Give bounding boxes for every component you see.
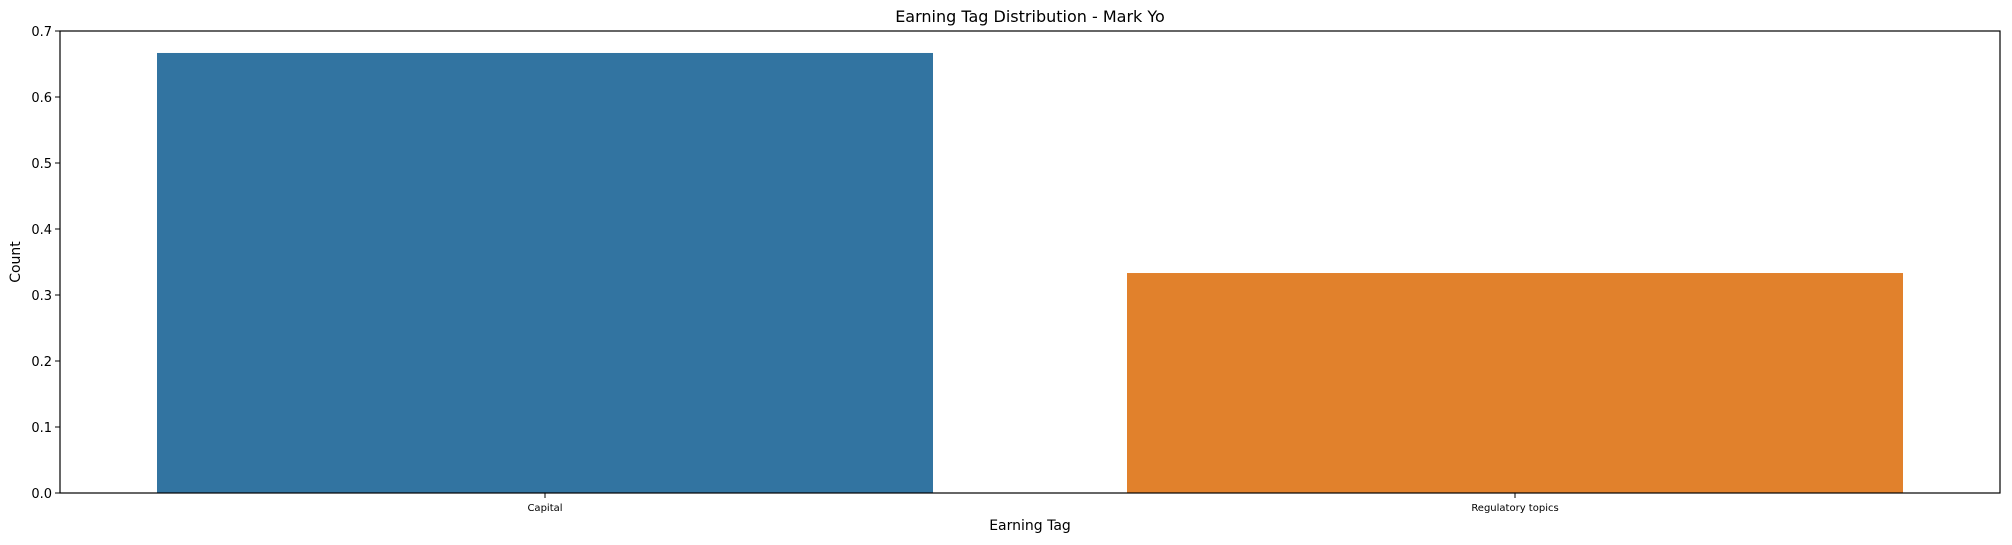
y-tick-label: 0.6 xyxy=(31,91,52,106)
y-tick-label: 0.2 xyxy=(31,355,52,370)
bar-capital xyxy=(157,52,933,494)
y-tick-label: 0.4 xyxy=(31,223,52,238)
x-tick-label: Capital xyxy=(527,503,562,514)
y-tick-label: 0.7 xyxy=(31,25,52,40)
chart-title: Earning Tag Distribution - Mark Yo xyxy=(895,7,1165,26)
x-tick-label: Regulatory topics xyxy=(1471,503,1558,514)
x-axis: Capital Regulatory topics xyxy=(527,493,1559,514)
x-axis-label: Earning Tag xyxy=(989,518,1071,534)
y-tick-label: 0.1 xyxy=(31,421,52,436)
y-axis: 0.0 0.1 0.2 0.3 0.4 0.5 0.6 0.7 xyxy=(31,25,60,502)
y-axis-label: Count xyxy=(8,241,24,283)
y-tick-label: 0.3 xyxy=(31,289,52,304)
bars-layer xyxy=(157,52,1903,494)
plot-frame xyxy=(59,30,2001,494)
y-tick-label: 0.0 xyxy=(31,487,52,502)
y-tick-label: 0.5 xyxy=(31,157,52,172)
bar-regulatory-topics xyxy=(1127,273,1903,493)
